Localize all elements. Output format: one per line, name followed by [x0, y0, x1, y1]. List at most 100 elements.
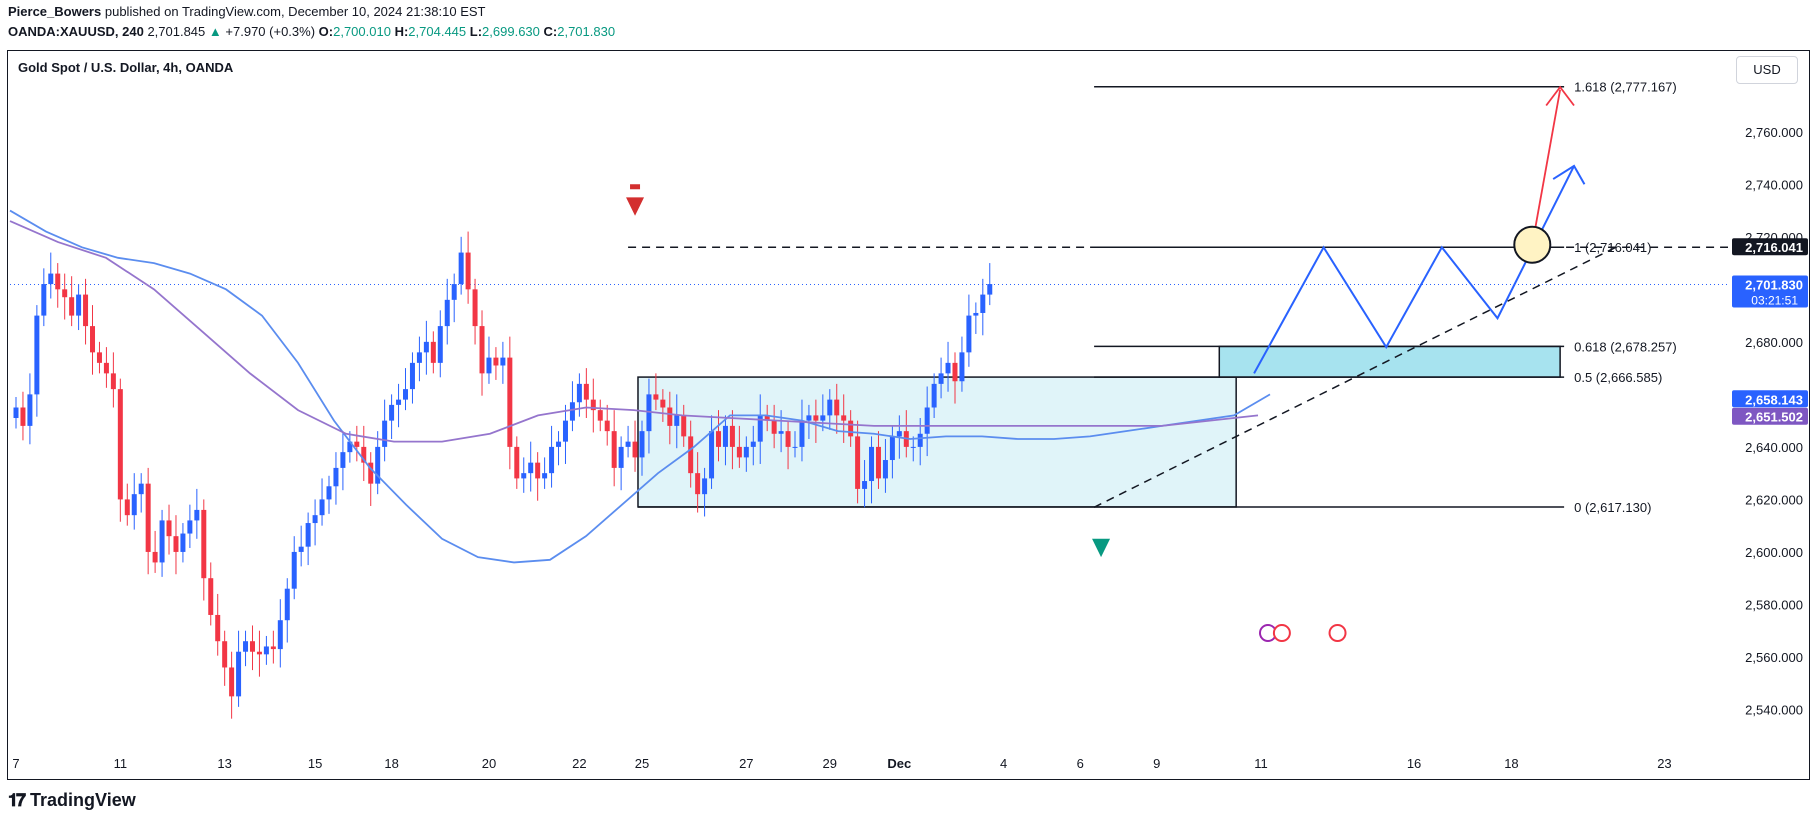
candle-body: [702, 478, 708, 495]
candle-body: [611, 431, 617, 468]
candle-body: [312, 515, 318, 524]
candle-body: [688, 436, 694, 474]
open-label: O:: [318, 24, 334, 39]
candle-body: [117, 389, 123, 500]
x-tick-label: 18: [384, 756, 398, 771]
candle-body: [973, 312, 979, 316]
candle-body: [173, 536, 179, 552]
candle-body: [96, 352, 102, 363]
sell-arrow-icon: [626, 184, 645, 216]
fib-label: 1.618 (2,777.167): [1574, 80, 1677, 95]
candle-body: [569, 402, 575, 421]
author-name[interactable]: Pierce_Bowers: [8, 4, 102, 19]
candle-body: [597, 410, 603, 421]
x-tick-label: 29: [823, 756, 837, 771]
event-icon[interactable]: [1272, 624, 1291, 642]
candle-body: [55, 273, 61, 290]
candle-body: [62, 289, 68, 298]
candle-body: [493, 357, 499, 366]
candle-body: [722, 425, 728, 447]
close-label: C:: [543, 24, 558, 39]
low-value: 2,699.630: [482, 24, 540, 39]
price-chart[interactable]: 1.618 (2,777.167)1 (2,716.041)0.618 (2,6…: [8, 51, 1811, 781]
candle-body: [298, 546, 304, 552]
candle-body: [90, 326, 96, 353]
x-tick-label: 13: [217, 756, 231, 771]
candle-body: [103, 362, 109, 374]
ema-slow-line: [9, 220, 1259, 443]
candle-body: [667, 407, 673, 426]
candle-body: [590, 399, 596, 411]
chart-title: Gold Spot / U.S. Dollar, 4h, OANDA: [18, 60, 234, 75]
candle-body: [931, 383, 937, 408]
candle-body: [444, 299, 450, 327]
x-tick-label: 20: [482, 756, 496, 771]
candle-body: [423, 341, 429, 353]
target-arrow: [1531, 89, 1561, 245]
candle-body: [695, 473, 701, 495]
candle-body: [889, 436, 895, 461]
candle-body: [472, 289, 478, 327]
ohlc-legend: OANDA:XAUUSD, 240 2,701.845 ▲ +7.970 (+0…: [8, 24, 615, 39]
candle-body: [389, 404, 395, 421]
tradingview-logo[interactable]: 𝟏𝟕 TradingView: [8, 790, 136, 811]
x-tick-label: 15: [308, 756, 322, 771]
candle-body: [709, 431, 715, 479]
publish-info: Pierce_Bowers published on TradingView.c…: [8, 4, 485, 19]
candle-body: [201, 509, 207, 579]
price-tag: [1732, 238, 1808, 256]
candle-body: [256, 651, 262, 655]
price-tag: [1732, 275, 1808, 308]
x-tick-label: 4: [1000, 756, 1007, 771]
candle-body: [785, 431, 791, 447]
x-tick-label: Dec: [887, 756, 911, 771]
candle-body: [743, 446, 749, 458]
y-tick-label: 2,740.000: [1745, 177, 1803, 192]
candle-body: [757, 415, 763, 442]
candle-body: [896, 431, 902, 437]
candle-body: [806, 415, 812, 421]
candle-body: [980, 294, 986, 313]
last-price: 2,701.845: [147, 24, 206, 39]
price-tag-label: 2,716.041: [1745, 240, 1803, 255]
low-label: L:: [469, 24, 483, 39]
candle-body: [834, 399, 840, 416]
y-tick-label: 2,580.000: [1745, 597, 1803, 612]
x-tick-label: 11: [114, 756, 128, 771]
candle-body: [403, 389, 409, 400]
candle-body: [674, 415, 680, 426]
candle-body: [138, 483, 144, 495]
y-tick-label: 2,600.000: [1745, 545, 1803, 560]
open-value: 2,700.010: [333, 24, 391, 39]
y-tick-label: 2,540.000: [1745, 702, 1803, 717]
candle-body: [813, 415, 819, 421]
x-tick-label: 16: [1407, 756, 1421, 771]
candle-body: [326, 486, 332, 500]
candle-body: [938, 373, 944, 384]
candle-body: [618, 446, 624, 468]
price-tag-label: 2,651.502: [1745, 410, 1803, 425]
event-icon[interactable]: [1328, 624, 1347, 642]
candle-body: [48, 273, 54, 285]
candle-body: [855, 436, 861, 489]
countdown-label: 03:21:51: [1751, 294, 1798, 308]
y-tick-label: 2,560.000: [1745, 650, 1803, 665]
candle-body: [13, 407, 19, 419]
candle-body: [486, 357, 492, 374]
currency-button[interactable]: USD: [1736, 56, 1798, 84]
breakout-circle: [1513, 225, 1552, 264]
candle-body: [917, 433, 923, 447]
x-tick-label: 27: [739, 756, 753, 771]
close-value: 2,701.830: [557, 24, 616, 39]
candle-body: [771, 420, 777, 434]
candle-body: [305, 523, 311, 547]
candle-body: [396, 399, 402, 405]
candle-body: [451, 284, 457, 300]
candle-body: [430, 341, 436, 363]
candle-body: [736, 446, 742, 458]
candle-body: [604, 420, 610, 432]
candle-body: [270, 646, 276, 650]
candle-body: [583, 383, 589, 400]
chart-frame[interactable]: 1.618 (2,777.167)1 (2,716.041)0.618 (2,6…: [7, 50, 1810, 780]
candle-body: [875, 446, 881, 479]
